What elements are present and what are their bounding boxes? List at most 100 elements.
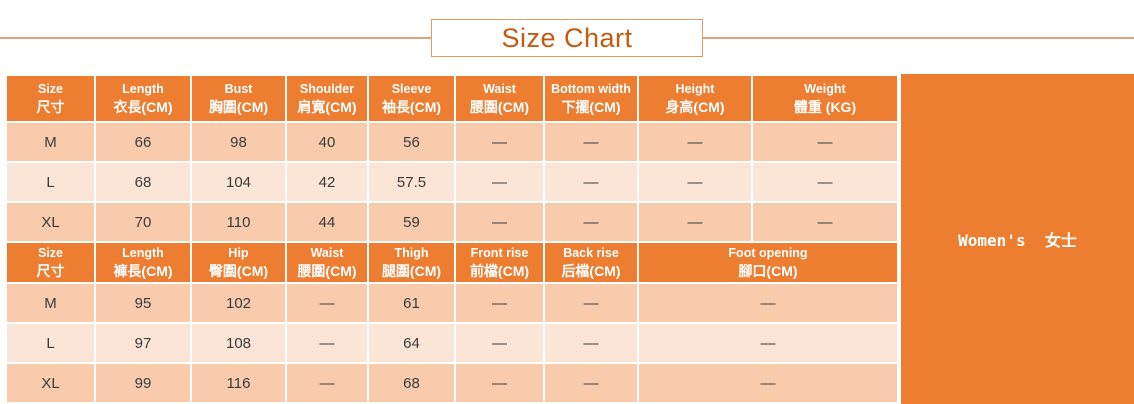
col-header-en: Length: [122, 81, 164, 96]
value-cell: 70: [94, 201, 192, 243]
value-cell: 97: [94, 322, 192, 364]
size-cell: XL: [5, 201, 96, 243]
col-header-zh: 衣長(CM): [113, 98, 173, 115]
size-cell: L: [5, 161, 96, 203]
col-header-en: Hip: [228, 245, 249, 260]
col-header-en: Waist: [310, 245, 344, 260]
col-header-front-rise: Front rise 前檔(CM): [454, 241, 545, 284]
col-header-zh: 尺寸: [36, 98, 65, 115]
value-cell: 68: [367, 362, 456, 404]
side-panel-womens: Women's 女士: [901, 74, 1134, 404]
col-header-zh: 腳口(CM): [738, 262, 798, 279]
col-header-foot-opening: Foot opening 腳口(CM): [637, 241, 899, 284]
value-cell: —: [454, 322, 545, 364]
value-cell: 108: [190, 322, 287, 364]
value-cell: —: [454, 362, 545, 404]
size-table: Size 尺寸 Length 衣長(CM) Bust 胸圍(CM) Shoulder 肩寬(C…: [5, 74, 899, 404]
col-header-zh: 下擺(CM): [561, 98, 621, 115]
value-cell: —: [543, 282, 639, 324]
col-header-en: Size: [37, 245, 63, 260]
col-header-en: Front rise: [470, 245, 529, 260]
col-header-bust: Bust 胸圍(CM): [190, 74, 287, 123]
value-cell: —: [637, 201, 753, 243]
col-header-height: Height 身高(CM): [637, 74, 753, 123]
col-header-zh: 前檔(CM): [469, 262, 530, 279]
col-header-thigh: Thigh 腿圍(CM): [367, 241, 456, 284]
col-header-waist: Waist 腰圍(CM): [454, 74, 545, 123]
value-cell: —: [751, 161, 899, 203]
value-cell: —: [543, 121, 639, 163]
col-header-en: Size: [37, 81, 63, 96]
col-header-en: Weight: [804, 81, 846, 96]
side-panel-label: Women's 女士: [958, 231, 1077, 250]
pants-size-table-header-row: Size 尺寸 Length 褲長(CM) Hip 臀圍(CM) Waist 腰圍(CM) Th…: [5, 241, 899, 284]
value-cell: 104: [190, 161, 287, 203]
size-cell: XL: [5, 362, 96, 404]
col-header-zh: 胸圍(CM): [208, 98, 269, 115]
value-cell: —: [285, 362, 369, 404]
size-cell: L: [5, 322, 96, 364]
col-header-en: Waist: [483, 81, 516, 96]
pants-size-table-row-l: L 97 108—64— — —: [5, 322, 899, 364]
col-header-zh: 后檔(CM): [561, 262, 621, 279]
value-cell: —: [751, 201, 899, 243]
value-cell: —: [454, 161, 545, 203]
size-cell: M: [5, 282, 96, 324]
col-header-en: Shoulder: [299, 81, 355, 96]
content: Size 尺寸 Length 衣長(CM) Bust 胸圍(CM) Shoulder 肩寬(C…: [0, 74, 1134, 404]
value-cell: —: [637, 161, 753, 203]
size-cell: M: [5, 121, 96, 163]
col-header-zh: 腰圍(CM): [297, 262, 357, 279]
value-cell: 68: [94, 161, 192, 203]
value-cell: —: [285, 322, 369, 364]
col-header-en: Length: [122, 245, 164, 260]
col-header-en: Thigh: [394, 245, 429, 260]
col-header-zh: 尺寸: [36, 262, 65, 279]
value-cell: 56: [367, 121, 456, 163]
value-cell: 61: [367, 282, 456, 324]
pants-size-table-row-xl: XL 99 116—68— — —: [5, 362, 899, 404]
col-header-zh: 臀圍(CM): [208, 262, 269, 279]
col-header-waist: Waist 腰圍(CM): [285, 241, 369, 284]
col-header-shoulder: Shoulder 肩寬(CM): [285, 74, 369, 123]
col-header-sleeve: Sleeve 袖長(CM): [367, 74, 456, 123]
page-title: Size Chart: [501, 22, 633, 53]
pants-size-table-row-m: M 95 102—61— — —: [5, 282, 899, 324]
value-cell: 98: [190, 121, 287, 163]
col-header-bottom-width: Bottom width 下擺(CM): [543, 74, 639, 123]
value-cell: —: [454, 201, 545, 243]
value-cell: —: [751, 121, 899, 163]
col-header-en: Bottom width: [551, 81, 631, 96]
value-cell: 64: [367, 322, 456, 364]
title-band: Size Chart: [0, 0, 1134, 74]
value-cell: 42: [285, 161, 369, 203]
tops-size-table-row-l: L 68 104 42 57.5— — — —: [5, 161, 899, 203]
value-cell: 59: [367, 201, 456, 243]
value-cell: 102: [190, 282, 287, 324]
value-cell: —: [637, 282, 899, 324]
value-cell: 116: [190, 362, 287, 404]
value-cell: —: [543, 322, 639, 364]
value-cell: —: [543, 362, 639, 404]
tops-size-table-header-row: Size 尺寸 Length 衣長(CM) Bust 胸圍(CM) Shoulder 肩寬(C…: [5, 74, 899, 123]
col-header-length: Length 褲長(CM): [94, 241, 192, 284]
col-header-zh: 腿圍(CM): [381, 262, 442, 279]
col-header-size: Size 尺寸: [5, 74, 96, 123]
col-header-en: Foot opening: [728, 245, 808, 260]
col-header-hip: Hip 臀圍(CM): [190, 241, 287, 284]
value-cell: —: [285, 282, 369, 324]
col-header-size: Size 尺寸: [5, 241, 96, 284]
value-cell: 99: [94, 362, 192, 404]
value-cell: 110: [190, 201, 287, 243]
value-cell: —: [454, 282, 545, 324]
value-cell: 95: [94, 282, 192, 324]
value-cell: —: [637, 322, 899, 364]
value-cell: 40: [285, 121, 369, 163]
title-box: Size Chart: [431, 19, 703, 57]
col-header-weight: Weight 體重 (KG): [751, 74, 899, 123]
col-header-length: Length 衣長(CM): [94, 74, 192, 123]
value-cell: —: [543, 201, 639, 243]
tops-size-table-row-m: M 66 98 40 56— — — —: [5, 121, 899, 163]
value-cell: —: [454, 121, 545, 163]
